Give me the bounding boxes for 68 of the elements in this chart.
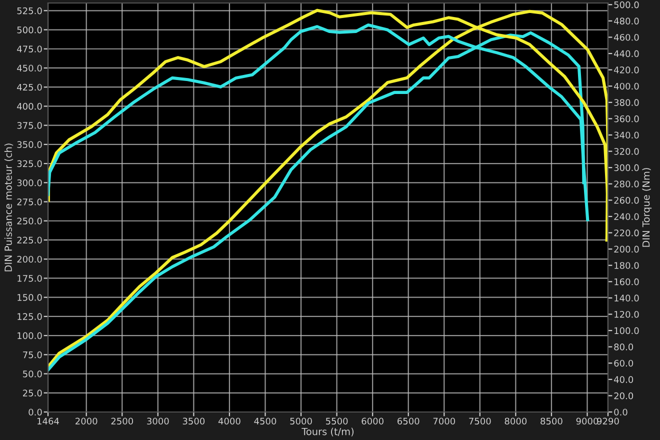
y2-tick-label: 300.0 xyxy=(614,164,639,172)
x-tick-label: 5000 xyxy=(290,418,312,425)
y-tick-label: 475.0 xyxy=(17,46,42,52)
y2-tick-label: 280.0 xyxy=(614,180,639,188)
y-tick-label: 25.0 xyxy=(23,390,42,396)
y-tick-label: 75.0 xyxy=(23,351,42,358)
x-tick-label: 7000 xyxy=(433,418,456,425)
y-tick-label: 50.0 xyxy=(23,370,42,378)
y2-tick-label: 420.0 xyxy=(614,66,639,74)
y-tick-label: 400.0 xyxy=(17,102,42,110)
y2-tick-label: 380.0 xyxy=(614,99,639,106)
y2-tick-label: 160.0 xyxy=(614,278,639,286)
x-axis-title: Tours (t/m) xyxy=(302,428,354,436)
y2-tick-label: 360.0 xyxy=(614,115,639,122)
y-axis-title: DIN Puissance moteur (ch) xyxy=(4,144,14,272)
x-tick-label: 2500 xyxy=(111,418,134,425)
y2-tick-label: 320.0 xyxy=(614,148,639,155)
x-tick-label: 9290 xyxy=(597,418,619,425)
x-tick-label: 7500 xyxy=(469,418,491,425)
y-tick-label: 150.0 xyxy=(18,294,42,301)
y2-tick-label: 40.0 xyxy=(614,376,634,383)
y-tick-label: 0.0 xyxy=(28,408,42,416)
x-tick-label: 8500 xyxy=(540,418,562,425)
y-tick-label: 200.0 xyxy=(17,256,42,263)
y-tick-label: 425.0 xyxy=(17,84,42,91)
y2-tick-label: 240.0 xyxy=(614,213,639,220)
y-tick-label: 300.0 xyxy=(17,179,42,186)
y-tick-label: 375.0 xyxy=(17,122,42,129)
y2-tick-label: 140.0 xyxy=(614,294,639,302)
y-tick-label: 350.0 xyxy=(17,141,42,148)
y-tick-label: 250.0 xyxy=(17,218,42,224)
x-tick-label: 4000 xyxy=(218,418,240,425)
y2-tick-label: 340.0 xyxy=(614,132,639,139)
y2-tick-label: 100.0 xyxy=(614,327,639,334)
y2-tick-label: 480.0 xyxy=(614,18,639,24)
y-tick-label: 125.0 xyxy=(18,313,42,320)
x-tick-label: 8000 xyxy=(504,418,527,425)
y2-tick-label: 260.0 xyxy=(614,196,639,204)
y-tick-label: 525.0 xyxy=(17,7,42,14)
x-tick-label: 4500 xyxy=(254,418,276,425)
y2-tick-label: 20.0 xyxy=(614,392,634,400)
x-tick-label: 1464 xyxy=(38,418,59,425)
y-tick-label: 175.0 xyxy=(18,274,42,282)
y2-tick-label: 0.0 xyxy=(614,408,628,416)
x-tick-label: 9000 xyxy=(576,418,598,425)
x-tick-label: 2000 xyxy=(76,418,98,425)
y-tick-label: 100.0 xyxy=(18,332,42,340)
x-tick-label: 3500 xyxy=(182,418,205,425)
y2-tick-label: 400.0 xyxy=(614,82,639,90)
y2-tick-label: 80.0 xyxy=(614,344,634,350)
y2-tick-label: 500.0 xyxy=(614,1,639,8)
y-tick-label: 225.0 xyxy=(17,236,42,244)
y2-tick-label: 200.0 xyxy=(614,246,639,253)
y2-tick-label: 180.0 xyxy=(614,262,639,269)
x-tick-label: 6500 xyxy=(398,418,420,425)
y2-tick-label: 460.0 xyxy=(614,34,639,41)
y-tick-label: 450.0 xyxy=(17,64,42,72)
y2-tick-label: 440.0 xyxy=(614,50,639,58)
x-tick-label: 3000 xyxy=(147,418,169,425)
y2-tick-label: 120.0 xyxy=(614,310,639,318)
y2-axis-title: DIN Torque (Nm) xyxy=(642,168,652,247)
y2-tick-label: 220.0 xyxy=(614,229,639,236)
y-tick-label: 275.0 xyxy=(17,198,42,206)
x-tick-label: 5500 xyxy=(326,418,348,425)
y-tick-label: 325.0 xyxy=(17,160,42,168)
y2-tick-label: 60.0 xyxy=(614,360,634,367)
x-tick-label: 6000 xyxy=(362,418,384,425)
y-tick-label: 500.0 xyxy=(17,26,42,34)
